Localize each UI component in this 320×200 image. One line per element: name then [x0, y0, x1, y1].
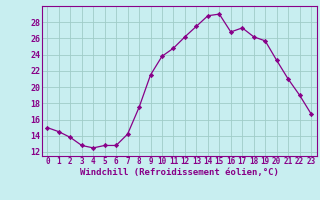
X-axis label: Windchill (Refroidissement éolien,°C): Windchill (Refroidissement éolien,°C)	[80, 168, 279, 177]
